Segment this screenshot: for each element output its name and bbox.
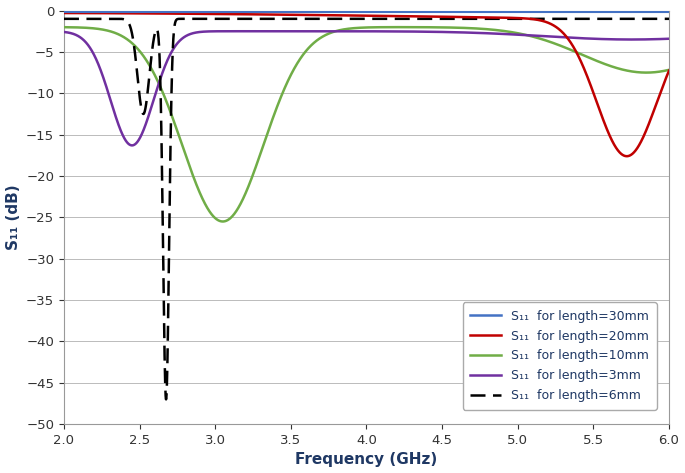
S₁₁  for length=20mm xyxy=(623,153,631,159)
S₁₁  for length=20mm xyxy=(60,10,68,16)
S₁₁  for length=6mm xyxy=(647,16,655,22)
S₁₁  for length=10mm xyxy=(616,66,625,72)
X-axis label: Frequency (GHz): Frequency (GHz) xyxy=(295,453,438,467)
S₁₁  for length=30mm xyxy=(60,9,68,15)
S₁₁  for length=3mm xyxy=(347,28,356,34)
S₁₁  for length=6mm xyxy=(347,16,356,22)
S₁₁  for length=20mm xyxy=(314,12,322,18)
S₁₁  for length=6mm xyxy=(616,16,625,22)
S₁₁  for length=6mm xyxy=(319,16,327,22)
S₁₁  for length=3mm xyxy=(242,28,251,34)
S₁₁  for length=3mm xyxy=(319,28,327,34)
S₁₁  for length=20mm xyxy=(616,150,625,156)
S₁₁  for length=30mm xyxy=(646,9,654,15)
S₁₁  for length=20mm xyxy=(499,15,508,20)
Legend: S₁₁  for length=30mm, S₁₁  for length=20mm, S₁₁  for length=10mm, S₁₁  for lengt: S₁₁ for length=30mm, S₁₁ for length=20mm… xyxy=(462,302,657,410)
S₁₁  for length=10mm xyxy=(665,67,673,73)
S₁₁  for length=30mm xyxy=(314,9,322,15)
S₁₁  for length=20mm xyxy=(665,68,673,73)
S₁₁  for length=3mm xyxy=(314,28,323,34)
S₁₁  for length=6mm xyxy=(665,16,673,22)
S₁₁  for length=6mm xyxy=(314,16,323,22)
S₁₁  for length=20mm xyxy=(647,116,655,122)
S₁₁  for length=10mm xyxy=(219,219,227,224)
S₁₁  for length=30mm xyxy=(319,9,327,15)
S₁₁  for length=10mm xyxy=(314,36,323,42)
S₁₁  for length=10mm xyxy=(647,70,655,75)
Y-axis label: S₁₁ (dB): S₁₁ (dB) xyxy=(5,184,21,250)
S₁₁  for length=3mm xyxy=(499,31,508,37)
S₁₁  for length=10mm xyxy=(319,34,327,39)
S₁₁  for length=10mm xyxy=(395,24,403,30)
S₁₁  for length=10mm xyxy=(499,28,508,34)
Line: S₁₁  for length=6mm: S₁₁ for length=6mm xyxy=(64,19,669,399)
S₁₁  for length=10mm xyxy=(347,26,356,31)
S₁₁  for length=20mm xyxy=(319,12,327,18)
S₁₁  for length=30mm xyxy=(347,9,356,15)
S₁₁  for length=10mm xyxy=(60,24,68,30)
S₁₁  for length=6mm xyxy=(60,16,68,22)
S₁₁  for length=3mm xyxy=(616,36,625,42)
S₁₁  for length=30mm xyxy=(499,9,508,15)
S₁₁  for length=6mm xyxy=(499,16,508,22)
S₁₁  for length=3mm xyxy=(647,36,655,42)
Line: S₁₁  for length=10mm: S₁₁ for length=10mm xyxy=(64,27,669,221)
S₁₁  for length=30mm xyxy=(665,9,673,15)
S₁₁  for length=3mm xyxy=(665,36,673,42)
Line: S₁₁  for length=20mm: S₁₁ for length=20mm xyxy=(64,13,669,156)
S₁₁  for length=3mm xyxy=(60,29,68,35)
S₁₁  for length=20mm xyxy=(347,13,356,18)
Line: S₁₁  for length=3mm: S₁₁ for length=3mm xyxy=(64,31,669,145)
S₁₁  for length=3mm xyxy=(128,142,136,148)
S₁₁  for length=30mm xyxy=(616,9,625,15)
S₁₁  for length=6mm xyxy=(162,396,170,402)
